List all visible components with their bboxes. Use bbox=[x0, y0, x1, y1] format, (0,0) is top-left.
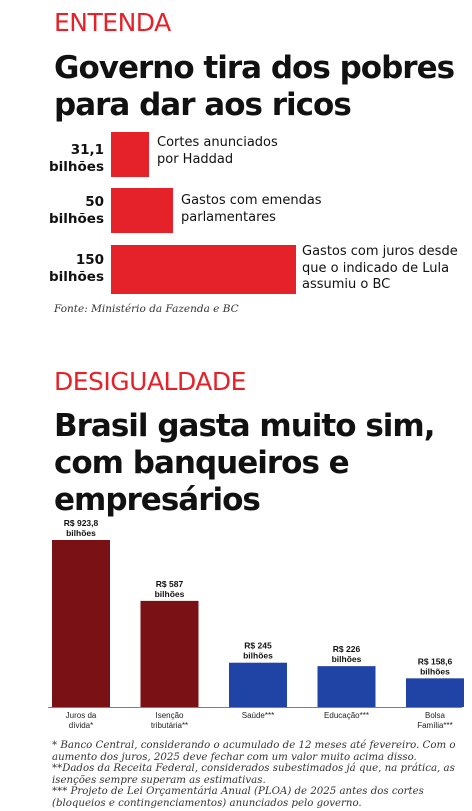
vbar-category-label: Educação*** bbox=[324, 711, 369, 720]
section1-kicker: ENTENDA bbox=[54, 8, 171, 37]
source-note: Fonte: Ministério da Fazenda e BC bbox=[54, 303, 239, 315]
hbar-category-label: Cortes anunciados por Haddad bbox=[157, 135, 278, 167]
vbar-category-label: Saúde*** bbox=[242, 711, 274, 720]
vbar-value-unit: bilhões bbox=[332, 654, 362, 664]
vbar bbox=[406, 678, 464, 707]
section2-headline-line3: empresários bbox=[54, 482, 261, 518]
vbar-category-label: dívida* bbox=[69, 721, 93, 730]
hbar bbox=[111, 245, 296, 294]
hbar-category-label: Gastos com juros desde que o indicado de … bbox=[302, 244, 458, 292]
vbar-value-unit: bilhões bbox=[243, 651, 273, 661]
section1-headline-line2: para dar aos ricos bbox=[54, 87, 352, 123]
vbar-value-unit: bilhões bbox=[66, 528, 96, 538]
footnote-1: * Banco Central, considerando o acumulad… bbox=[52, 740, 456, 763]
vbar bbox=[52, 540, 110, 707]
vbar-category-label: Juros da bbox=[66, 711, 97, 720]
vbar-value-label: R$ 587 bbox=[156, 579, 184, 589]
vbar-value-unit: bilhões bbox=[155, 589, 185, 599]
hbar bbox=[111, 188, 173, 233]
section1-headline: Governo tira dos pobres para dar aos ric… bbox=[54, 50, 455, 124]
footnotes: * Banco Central, considerando o acumulad… bbox=[52, 740, 462, 809]
vbar bbox=[229, 662, 287, 707]
section2-kicker: DESIGUALDADE bbox=[54, 367, 246, 396]
vbar bbox=[140, 600, 199, 707]
vbar bbox=[317, 666, 376, 707]
vbar-value-label: R$ 158,6 bbox=[418, 656, 453, 666]
vbar-category-label: Isenção bbox=[155, 711, 184, 720]
vbar-category-label: Família*** bbox=[417, 721, 453, 730]
hbar-category-label: Gastos com emendas parlamentares bbox=[181, 193, 322, 225]
footnote-3: *** Projeto de Lei Orçamentária Anual (P… bbox=[52, 786, 424, 809]
hbar-value-label: 50 bilhões bbox=[49, 194, 104, 227]
vbar-category-label: Bolsa bbox=[425, 711, 446, 720]
vbar-category-label: tributária** bbox=[151, 721, 188, 730]
section2-headline: Brasil gasta muito sim, com banqueiros e… bbox=[54, 408, 435, 519]
vbar-value-label: R$ 245 bbox=[244, 641, 272, 651]
footnote-2: **Dados da Receita Federal, considerados… bbox=[52, 763, 455, 786]
hbar-value-label: 31,1 bilhões bbox=[49, 142, 104, 175]
hbar-value-label: 150 bilhões bbox=[49, 252, 104, 285]
vbar-value-label: R$ 923,8 bbox=[64, 518, 99, 528]
hbar bbox=[111, 132, 149, 177]
section2-headline-line1: Brasil gasta muito sim, bbox=[54, 408, 435, 444]
section1-headline-line1: Governo tira dos pobres bbox=[54, 50, 455, 86]
section2-headline-line2: com banqueiros e bbox=[54, 445, 350, 481]
vbar-value-label: R$ 226 bbox=[333, 644, 361, 654]
vbar-value-unit: bilhões bbox=[420, 666, 450, 676]
